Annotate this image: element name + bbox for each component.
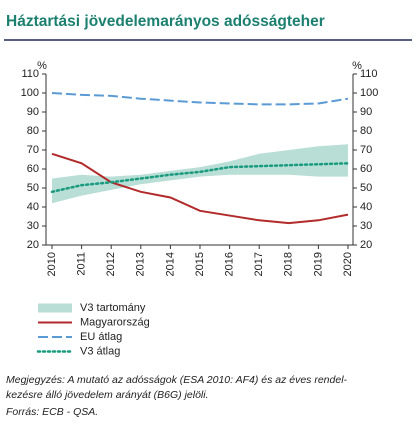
- y-tick-label: 60: [27, 163, 39, 175]
- x-tick-label: 2020: [342, 252, 354, 276]
- range-band: [52, 144, 348, 204]
- y2-tick-label: 100: [360, 87, 378, 99]
- series-line: [51, 92, 349, 106]
- chart-title: Háztartási jövedelemarányos adósságteher: [6, 13, 325, 30]
- series-line: [50, 162, 350, 194]
- y2-tick-label: 40: [360, 201, 372, 213]
- x-tick-label: 2018: [283, 252, 295, 276]
- y-tick-label: 70: [27, 144, 39, 156]
- source: Forrás: ECB - QSA.: [6, 406, 98, 418]
- x-tick-label: 2014: [164, 252, 176, 276]
- legend-swatch: [38, 303, 72, 313]
- x-tick-label: 2013: [135, 252, 147, 276]
- y2-tick-label: 110: [360, 68, 378, 80]
- x-tick-label: 2011: [76, 252, 88, 276]
- y2-tick-label: 90: [360, 106, 372, 118]
- legend-label: EU átlag: [80, 331, 122, 343]
- y2-tick-label: 20: [360, 239, 372, 251]
- legend-label: Magyarország: [80, 316, 150, 328]
- y2-tick-label: 80: [360, 125, 372, 137]
- x-tick-label: 2012: [105, 252, 117, 276]
- y2-tick-label: 70: [360, 144, 372, 156]
- legend-label: V3 átlag: [80, 345, 120, 357]
- y-tick-label: 40: [27, 201, 39, 213]
- x-tick-label: 2010: [46, 252, 58, 276]
- legend-label: V3 tartomány: [80, 302, 146, 314]
- series-line: [51, 152, 349, 225]
- x-tick-label: 2017: [253, 252, 265, 276]
- note-line: Megjegyzés: A mutató az adósságok (ESA 2…: [6, 374, 348, 386]
- x-tick-label: 2015: [194, 252, 206, 276]
- x-tick-label: 2016: [224, 252, 236, 276]
- y-tick-label: 30: [27, 220, 39, 232]
- y2-tick-label: 50: [360, 182, 372, 194]
- y-tick-label: 50: [27, 182, 39, 194]
- x-tick-label: 2019: [312, 252, 324, 276]
- note-line: kezésre álló jövedelem arányát (B6G) jel…: [6, 389, 209, 401]
- y-tick-label: 90: [27, 106, 39, 118]
- y-unit: %: [37, 60, 47, 72]
- y-tick-label: 100: [21, 87, 39, 99]
- y-tick-label: 20: [27, 239, 39, 251]
- y-tick-label: 110: [21, 68, 39, 80]
- y-tick-label: 80: [27, 125, 39, 137]
- y2-tick-label: 30: [360, 220, 372, 232]
- y2-tick-label: 60: [360, 163, 372, 175]
- y2-unit: %: [352, 60, 362, 72]
